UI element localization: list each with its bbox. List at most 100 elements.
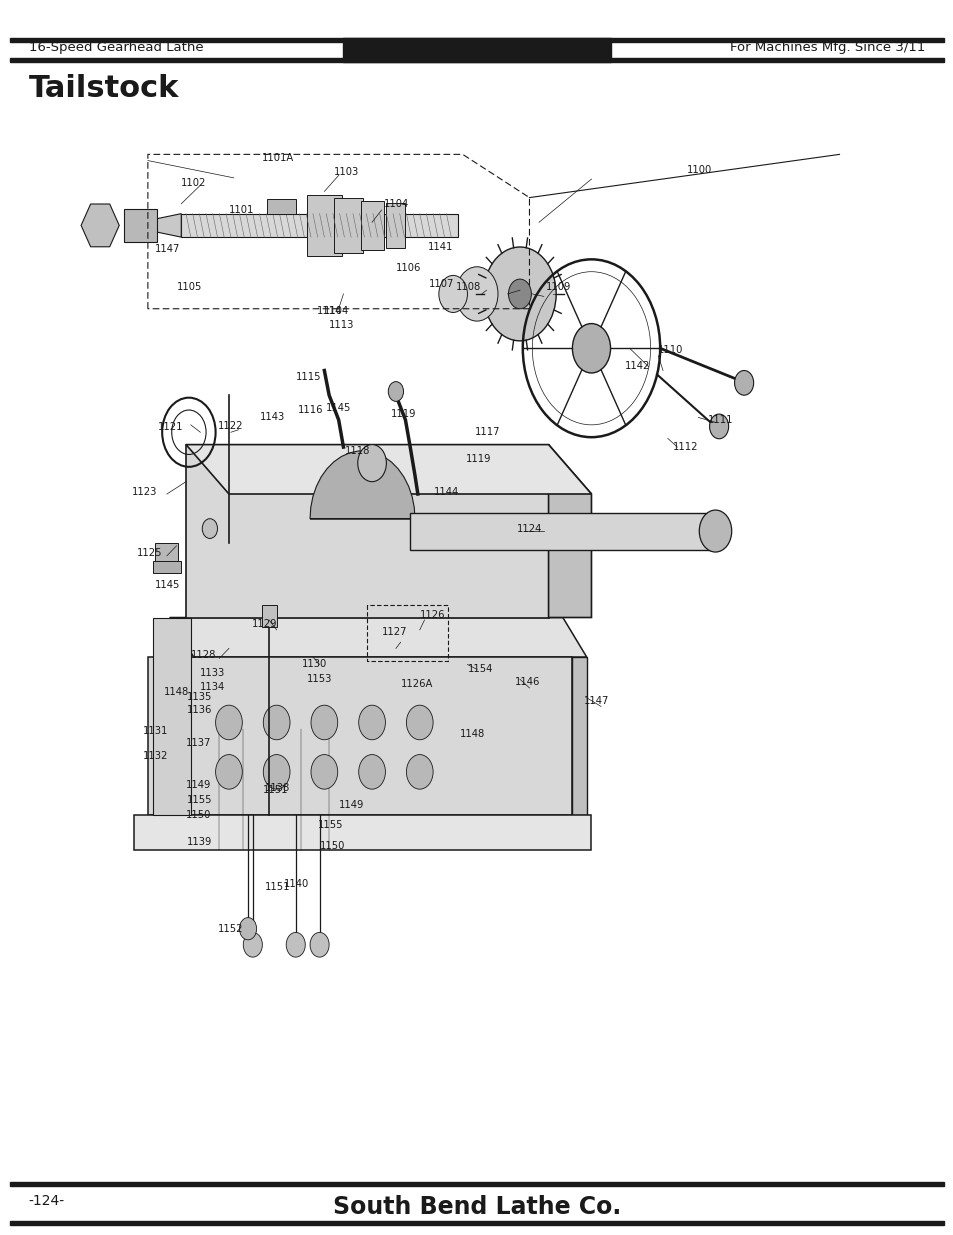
Text: 1114: 1114: [316, 306, 342, 316]
Text: 1131: 1131: [143, 726, 169, 736]
Text: 1138: 1138: [265, 783, 290, 793]
Text: 1126: 1126: [419, 610, 445, 620]
Circle shape: [699, 510, 731, 552]
Circle shape: [357, 445, 386, 482]
Text: 1125: 1125: [136, 548, 162, 558]
Polygon shape: [334, 198, 362, 253]
Circle shape: [243, 932, 262, 957]
Text: 1123: 1123: [132, 487, 157, 496]
Text: For Machines Mfg. Since 3/11: For Machines Mfg. Since 3/11: [729, 41, 924, 54]
Circle shape: [456, 267, 497, 321]
Text: 1111: 1111: [707, 415, 733, 425]
Text: 1137: 1137: [186, 739, 212, 748]
Polygon shape: [360, 201, 383, 249]
Circle shape: [263, 705, 290, 740]
Circle shape: [358, 705, 385, 740]
Circle shape: [709, 414, 728, 438]
Bar: [154, 543, 178, 568]
Text: 1150: 1150: [319, 841, 345, 851]
Text: 1143: 1143: [259, 412, 284, 422]
Circle shape: [572, 324, 610, 373]
Text: P A R T S: P A R T S: [438, 41, 515, 57]
Text: 1113: 1113: [329, 320, 355, 330]
Text: 1142: 1142: [624, 361, 650, 370]
Polygon shape: [170, 618, 586, 657]
Bar: [10, 58, 943, 62]
Circle shape: [406, 705, 433, 740]
Polygon shape: [181, 214, 457, 237]
Text: 1152: 1152: [217, 924, 243, 934]
Text: 1151: 1151: [265, 882, 291, 892]
Text: 1119: 1119: [465, 454, 491, 464]
Bar: [152, 561, 181, 573]
Polygon shape: [548, 445, 591, 618]
Text: 1106: 1106: [395, 263, 421, 273]
Text: 1103: 1103: [334, 167, 358, 177]
Text: 1100: 1100: [686, 165, 711, 175]
Text: 1104: 1104: [324, 306, 349, 316]
Text: 1149: 1149: [186, 781, 212, 790]
Text: 1144: 1144: [434, 487, 458, 496]
Text: Tailstock: Tailstock: [29, 74, 179, 103]
Text: 1148: 1148: [164, 687, 189, 697]
Bar: [262, 605, 276, 627]
Bar: [10, 1182, 943, 1186]
Text: 1153: 1153: [307, 674, 333, 684]
Text: 1147: 1147: [583, 697, 609, 706]
Text: 1110: 1110: [658, 345, 683, 354]
Polygon shape: [148, 657, 572, 815]
Text: 1155: 1155: [317, 820, 343, 830]
Text: 1127: 1127: [381, 627, 407, 637]
Polygon shape: [410, 513, 715, 550]
Circle shape: [438, 275, 467, 312]
Text: 1102: 1102: [181, 178, 207, 188]
Text: 1101: 1101: [229, 205, 254, 215]
Bar: [10, 38, 943, 42]
Text: 1134: 1134: [200, 682, 225, 692]
Polygon shape: [152, 618, 191, 815]
Circle shape: [202, 519, 217, 538]
Bar: [10, 1221, 943, 1225]
Text: 1118: 1118: [345, 446, 371, 456]
Polygon shape: [572, 657, 586, 815]
Text: 1119: 1119: [391, 409, 416, 419]
Text: 1146: 1146: [515, 677, 540, 687]
Polygon shape: [157, 214, 181, 237]
Text: 1145: 1145: [326, 403, 352, 412]
Text: 1124: 1124: [517, 524, 542, 534]
Circle shape: [406, 755, 433, 789]
Text: 1150: 1150: [186, 810, 212, 820]
Text: 1148: 1148: [459, 729, 484, 739]
Polygon shape: [81, 204, 119, 247]
Circle shape: [310, 932, 329, 957]
Bar: [343, 38, 610, 62]
Text: 1121: 1121: [157, 422, 183, 432]
Text: 16-Speed Gearhead Lathe: 16-Speed Gearhead Lathe: [29, 41, 203, 54]
Polygon shape: [386, 204, 405, 248]
Text: 1116: 1116: [297, 405, 323, 415]
Circle shape: [215, 755, 242, 789]
Text: 1101A: 1101A: [262, 153, 294, 163]
Circle shape: [508, 279, 531, 309]
Polygon shape: [307, 195, 341, 257]
Circle shape: [239, 918, 256, 940]
Text: 1107: 1107: [429, 279, 455, 289]
Text: South Bend Lathe Co.: South Bend Lathe Co.: [333, 1195, 620, 1219]
Text: 1129: 1129: [252, 619, 277, 629]
Bar: [267, 199, 295, 214]
Polygon shape: [310, 451, 415, 519]
Circle shape: [483, 247, 556, 341]
Text: 1136: 1136: [187, 705, 213, 715]
Text: 1108: 1108: [456, 282, 480, 291]
Text: 1139: 1139: [187, 837, 213, 847]
Text: 1133: 1133: [200, 668, 225, 678]
Text: 1104: 1104: [383, 199, 408, 209]
Circle shape: [358, 755, 385, 789]
Text: 1122: 1122: [217, 421, 243, 431]
Circle shape: [311, 705, 337, 740]
Text: 1135: 1135: [187, 692, 213, 701]
Text: 1145: 1145: [154, 580, 180, 590]
Text: 1105: 1105: [176, 282, 202, 291]
Text: 1154: 1154: [467, 664, 493, 674]
Text: 1149: 1149: [338, 800, 364, 810]
